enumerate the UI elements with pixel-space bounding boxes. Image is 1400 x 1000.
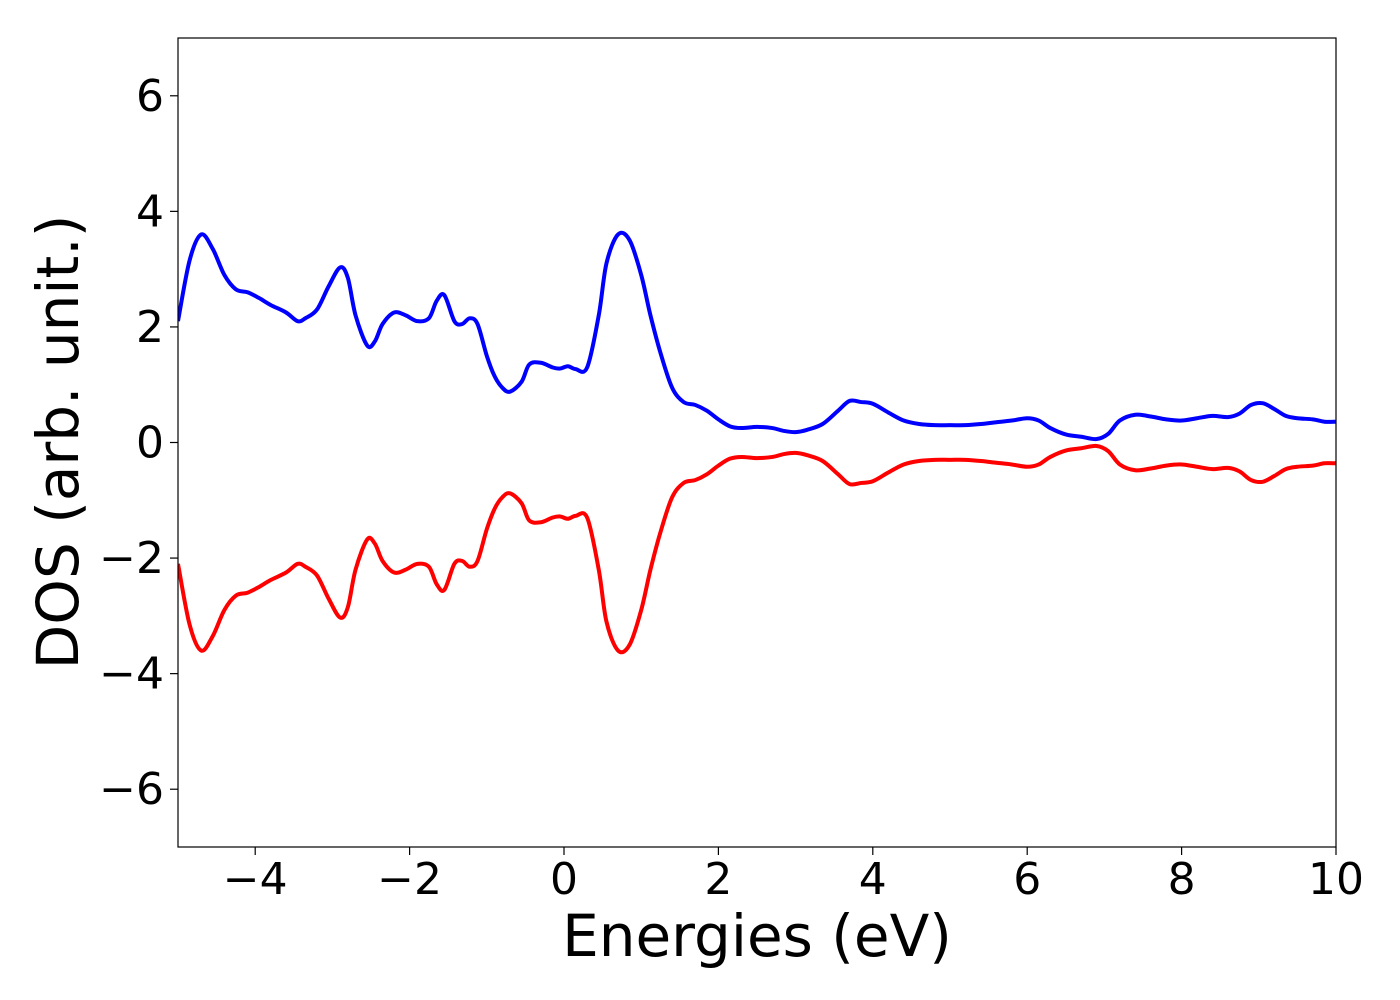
y-axis: −6 −4 −2 0 2 4 6	[99, 71, 178, 815]
x-tick-label: 2	[704, 854, 732, 905]
x-tick-label: −4	[223, 854, 288, 905]
x-tick-label: 8	[1168, 854, 1196, 905]
x-tick-label: 10	[1308, 854, 1364, 905]
y-tick-label: 2	[136, 302, 164, 353]
x-tick-label: −2	[377, 854, 442, 905]
y-tick-label: 0	[136, 418, 164, 469]
x-axis: −4 −2 0 2 4 6 8 10	[223, 847, 1364, 905]
x-tick-label: 4	[859, 854, 887, 905]
plot-background	[178, 38, 1336, 847]
series-layer	[178, 230, 1336, 655]
y-tick-label: −2	[99, 533, 164, 584]
y-tick-label: −6	[99, 764, 164, 815]
y-tick-label: 6	[136, 71, 164, 122]
y-tick-label: 4	[136, 186, 164, 237]
x-tick-label: 6	[1013, 854, 1041, 905]
x-tick-label: 0	[550, 854, 578, 905]
series-line-spin-up	[178, 230, 1336, 442]
x-axis-title: Energies (eV)	[562, 902, 952, 970]
y-tick-label: −4	[99, 649, 164, 700]
series-line-spin-down	[178, 443, 1336, 655]
y-axis-title: DOS (arb. unit.)	[24, 215, 92, 670]
